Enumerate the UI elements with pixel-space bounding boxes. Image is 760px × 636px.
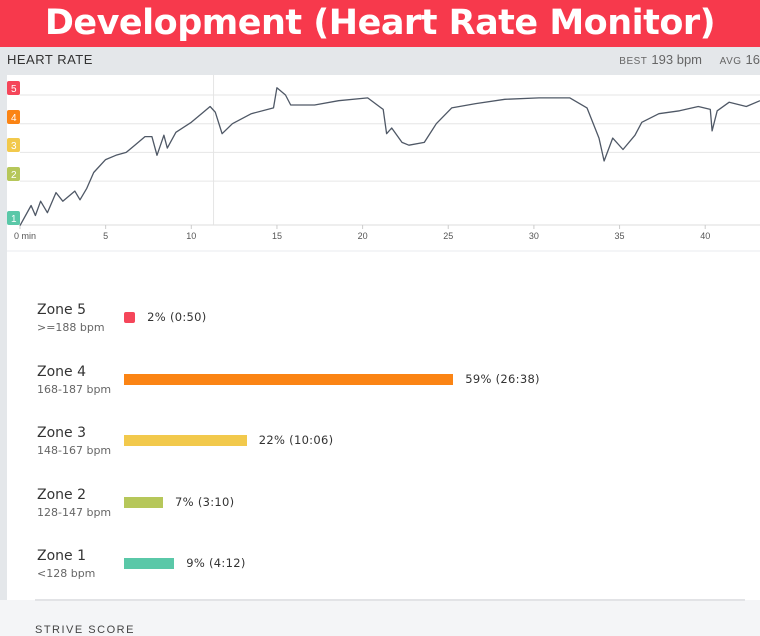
heart-rate-header: HEART RATE BEST 193 bpm AVG 16 (0, 47, 760, 75)
x-tick-label: 40 (700, 231, 710, 241)
zone-row: Zone 3 148-167 bpm (37, 425, 111, 457)
zone-badge-label: 1 (11, 214, 17, 225)
zone-row: Zone 1 <128 bpm (37, 548, 95, 580)
zone-range: <128 bpm (37, 567, 95, 580)
heart-rate-chart[interactable]: 1 2 3 4 5 0 min 5 10 15 20 25 30 35 40 (7, 75, 760, 250)
stats: BEST 193 bpm AVG 16 (619, 52, 760, 67)
zone-badge-label: 3 (11, 141, 17, 152)
left-strip (0, 75, 7, 600)
zone-name: Zone 1 (37, 548, 95, 564)
zone-percent: 22% (10:06) (259, 433, 334, 447)
zone-range: 148-167 bpm (37, 444, 111, 457)
x-tick-label: 0 min (14, 231, 36, 241)
divider (35, 599, 745, 601)
zone-name: Zone 2 (37, 487, 111, 503)
x-tick-label: 5 (103, 231, 108, 241)
x-tick-label: 30 (529, 231, 539, 241)
strive-score-heading: STRIVE SCORE (35, 624, 135, 636)
zone-row: Zone 2 128-147 bpm (37, 487, 111, 519)
zone-bar (124, 312, 135, 323)
zone-row: Zone 4 168-187 bpm (37, 364, 111, 396)
zone-bar (124, 374, 453, 385)
zone-name: Zone 4 (37, 364, 111, 380)
zone-name: Zone 5 (37, 302, 105, 318)
x-tick-label: 35 (615, 231, 625, 241)
heart-rate-chart-card: 1 2 3 4 5 0 min 5 10 15 20 25 30 35 40 (7, 75, 760, 250)
zone-bar (124, 558, 174, 569)
zone-range: >=188 bpm (37, 321, 105, 334)
zone-badge-label: 5 (11, 84, 17, 95)
best-label: BEST (619, 56, 647, 67)
x-tick-label: 15 (272, 231, 282, 241)
avg-label: AVG (720, 56, 742, 67)
avg-value: 16 (746, 52, 760, 67)
x-tick-label: 20 (358, 231, 368, 241)
zone-name: Zone 3 (37, 425, 111, 441)
zone-percent: 7% (3:10) (175, 495, 234, 509)
zone-percent: 2% (0:50) (147, 310, 206, 324)
zone-percent: 59% (26:38) (465, 372, 540, 386)
x-tick-label: 10 (186, 231, 196, 241)
zone-bar (124, 497, 163, 508)
zone-badge-label: 2 (11, 170, 17, 181)
heart-rate-line (20, 88, 760, 226)
zone-bar (124, 435, 247, 446)
zone-badge-label: 4 (11, 113, 17, 124)
zone-percent: 9% (4:12) (186, 556, 245, 570)
zone-row: Zone 5 >=188 bpm (37, 302, 105, 334)
best-value: 193 bpm (651, 52, 702, 67)
page-title: Development (Heart Rate Monitor) (0, 0, 760, 47)
zone-range: 128-147 bpm (37, 506, 111, 519)
section-title: HEART RATE (7, 52, 93, 67)
x-tick-label: 25 (443, 231, 453, 241)
zone-range: 168-187 bpm (37, 383, 111, 396)
zones-panel: Zone 5 >=188 bpm 2% (0:50) Zone 4 168-187 bp… (7, 252, 760, 600)
